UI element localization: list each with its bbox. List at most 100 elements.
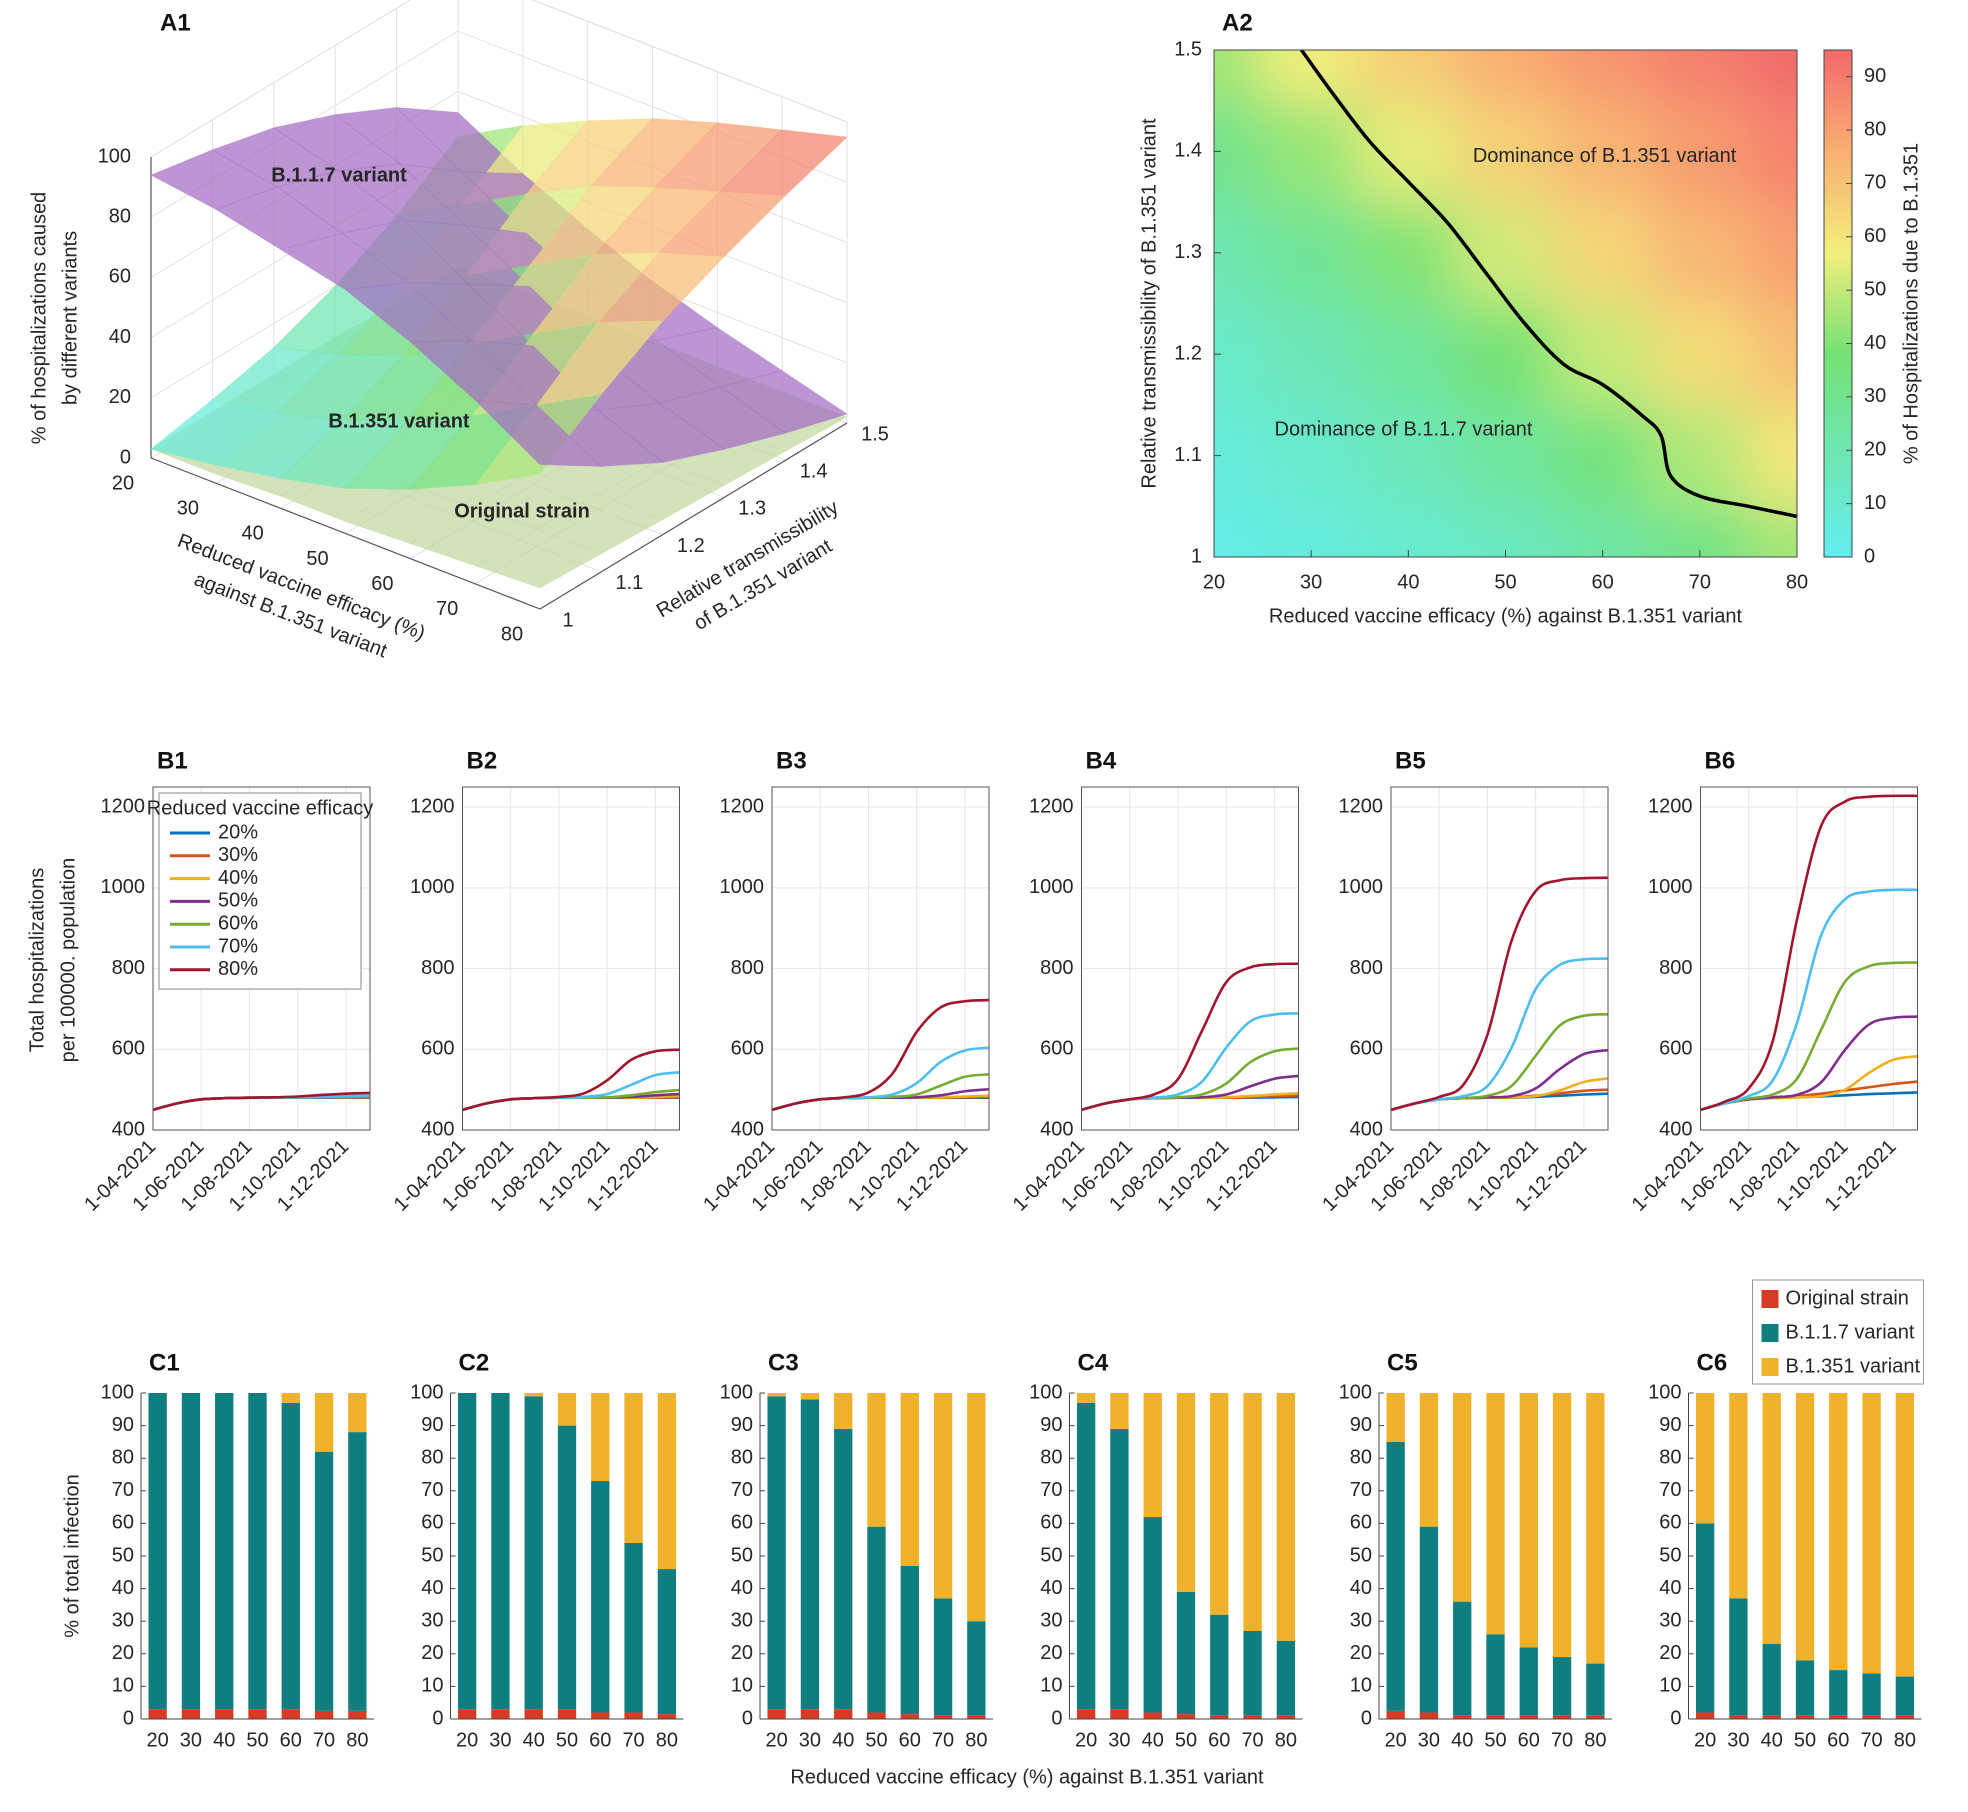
line-series <box>462 1048 680 1112</box>
bar-segment <box>248 1709 267 1719</box>
surface-cell <box>719 129 849 196</box>
x-tick-label: 20 <box>1203 571 1225 593</box>
x-tick-label: 50 <box>1484 1729 1506 1751</box>
y-tick-label: 1.1 <box>615 572 643 594</box>
x-tick-label: 50 <box>306 548 328 570</box>
x-tick-label: 20 <box>766 1729 788 1751</box>
surface-label: Original strain <box>454 500 590 522</box>
bar-segment <box>1110 1393 1129 1429</box>
y-axis-label: Relative transmissibility of B.1.351 var… <box>1138 118 1160 489</box>
plot-frame <box>152 786 371 1131</box>
y-tick-label: 600 <box>1040 1038 1073 1060</box>
bar-segment <box>491 1709 510 1719</box>
surface-label: B.1.1.7 variant <box>271 164 407 186</box>
bar-segment <box>1895 1715 1915 1719</box>
y-tick-label: 50 <box>1350 1544 1372 1566</box>
y-tick-label: 80 <box>731 1446 753 1468</box>
x-tick-label: 60 <box>589 1729 611 1751</box>
heatmap-cell <box>1358 403 1458 508</box>
y-tick-label: 10 <box>1350 1675 1372 1697</box>
bar-segment <box>800 1709 820 1719</box>
bar-segment <box>1110 1709 1129 1719</box>
heatmap-cell <box>1455 50 1556 102</box>
y-tick-label: 10 <box>731 1675 753 1697</box>
y-tick-label: 50 <box>421 1544 443 1566</box>
bar-segment <box>1829 1393 1848 1671</box>
bar-segment <box>900 1393 919 1566</box>
y-tick-label: 1 <box>562 609 573 631</box>
heatmap-cell <box>1553 99 1653 204</box>
x-tick-label: 20 <box>112 472 134 494</box>
x-tick-label: 30 <box>177 497 199 519</box>
colorbar-tick-label: 80 <box>1864 118 1886 140</box>
x-tick-label: 60 <box>1827 1729 1849 1751</box>
heatmap-cell <box>1261 302 1361 406</box>
z-axis-label: % of hospitalizations caused <box>28 192 50 444</box>
bar-segment <box>1895 1393 1915 1677</box>
y-tick-label: 1.2 <box>677 535 705 557</box>
bar-segment <box>1519 1647 1538 1716</box>
x-tick-label: 80 <box>1894 1729 1916 1751</box>
bar-segment <box>348 1432 367 1711</box>
y-tick-label: 40 <box>1350 1577 1372 1599</box>
heatmap-cell <box>1553 505 1653 557</box>
y-tick-label: 0 <box>1361 1707 1372 1729</box>
x-tick-label: 30 <box>1418 1729 1440 1751</box>
y-tick-label: 30 <box>1350 1609 1372 1631</box>
y-tick-label: 20 <box>112 1642 134 1664</box>
x-tick-label: 60 <box>1518 1729 1540 1751</box>
x-tick-label: 70 <box>932 1729 954 1751</box>
bar-segment <box>1143 1712 1162 1719</box>
axis-line <box>150 457 541 610</box>
surface-cell <box>474 528 603 589</box>
x-tick-label: 60 <box>899 1729 921 1751</box>
bar-segment <box>1243 1715 1262 1719</box>
bar-segment <box>148 1709 167 1719</box>
legend-swatch <box>1761 1324 1779 1342</box>
y-tick-label: 70 <box>421 1479 443 1501</box>
legend-box <box>158 792 362 990</box>
y-tick-label: 400 <box>421 1118 454 1140</box>
y-tick-label: 50 <box>1659 1544 1681 1566</box>
bar-segment <box>767 1709 786 1719</box>
panel-title: C5 <box>1387 1349 1418 1376</box>
line-series <box>1390 876 1609 1112</box>
heatmap-cell <box>1553 403 1653 508</box>
y-tick-label: 60 <box>731 1512 753 1534</box>
bar-segment <box>181 1393 201 1710</box>
bar-segment <box>1762 1644 1781 1716</box>
x-tick-label: 40 <box>832 1729 854 1751</box>
surface-cell <box>719 370 849 434</box>
bar-segment <box>591 1393 610 1482</box>
x-tick-label: 40 <box>1451 1729 1473 1751</box>
x-tick-label: 20 <box>1075 1729 1097 1751</box>
line-series <box>1081 962 1299 1112</box>
legend-label: Original strain <box>1786 1287 1909 1309</box>
x-tick-label: 80 <box>965 1729 987 1751</box>
bar-segment <box>1695 1393 1715 1524</box>
bar-segment <box>148 1393 167 1710</box>
y-tick-label: 100 <box>1029 1381 1062 1403</box>
y-tick-label: 90 <box>1659 1414 1681 1436</box>
bar-segment <box>867 1712 886 1719</box>
panel-title: A2 <box>1222 9 1253 36</box>
plot-frame <box>462 786 680 1131</box>
colorbar-tick-label: 50 <box>1864 278 1886 300</box>
x-tick-label: 70 <box>1241 1729 1263 1751</box>
y-tick-label: 1.3 <box>1174 241 1202 263</box>
bar-segment <box>657 1393 677 1570</box>
colorbar-tick-label: 20 <box>1864 439 1886 461</box>
bar-segment <box>900 1565 919 1715</box>
surface-cell <box>658 386 787 450</box>
legend-swatch <box>1761 1290 1779 1308</box>
surface-cell <box>473 399 603 467</box>
x-tick-label: 70 <box>436 598 458 620</box>
plot-area <box>1700 787 1918 1130</box>
z-tick-label: 60 <box>109 266 131 288</box>
heatmap-cell <box>1650 99 1750 204</box>
z-tick-label: 80 <box>109 205 131 227</box>
bar-segment <box>1453 1601 1472 1716</box>
y-axis-label: Total hospitalizations <box>26 868 48 1053</box>
heatmap-cell <box>1553 201 1653 305</box>
